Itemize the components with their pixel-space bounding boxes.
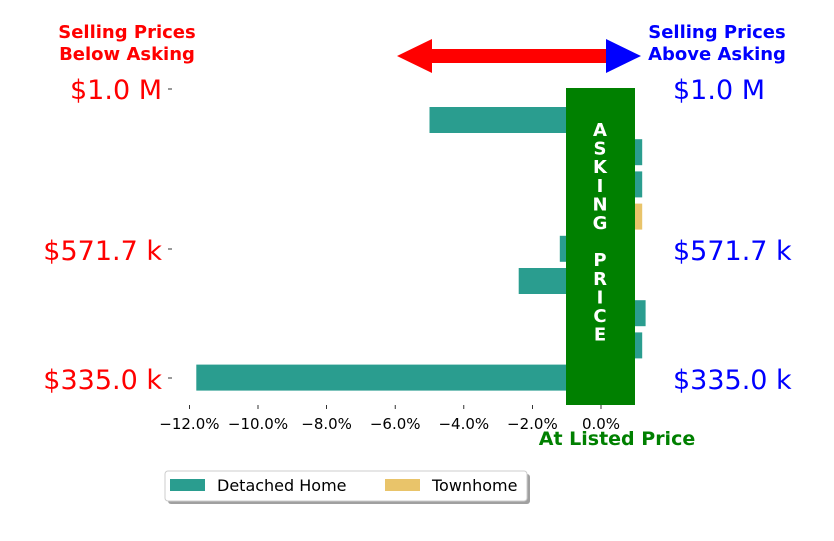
legend-swatch-townhome xyxy=(385,479,420,491)
header-below-line2: Below Asking xyxy=(59,44,195,65)
arrow-right-icon xyxy=(606,39,641,73)
asking-letter: I xyxy=(597,176,604,197)
x-tick-label: −4.0% xyxy=(438,415,489,433)
price-label-right-top: $1.0 M xyxy=(673,75,765,106)
asking-letter: G xyxy=(593,213,608,234)
asking-letter: S xyxy=(594,139,607,160)
asking-letter: K xyxy=(593,157,608,178)
arrow-shaft xyxy=(430,49,610,63)
price-label-right-mid: $571.7 k xyxy=(673,236,792,267)
x-tick-label: 0.0% xyxy=(582,415,620,433)
header-above-line2: Above Asking xyxy=(648,44,786,65)
price-label-left-bottom: $335.0 k xyxy=(43,365,162,396)
header-below-line1: Selling Prices xyxy=(58,22,195,43)
asking-letter: P xyxy=(593,250,606,271)
asking-letter: A xyxy=(593,120,607,141)
asking-letter: N xyxy=(592,194,607,215)
asking-letter: C xyxy=(593,306,606,327)
header-above-line1: Selling Prices xyxy=(648,22,785,43)
x-axis-label: At Listed Price xyxy=(539,428,695,450)
x-tick-label: −6.0% xyxy=(370,415,421,433)
asking-letter: R xyxy=(593,269,607,290)
legend: Detached Home Townhome xyxy=(164,470,530,504)
asking-letter: E xyxy=(594,325,606,346)
asking-price-band xyxy=(566,88,635,405)
legend-swatch-detached xyxy=(170,479,205,491)
bar-9 xyxy=(196,364,602,391)
x-tick-label: −8.0% xyxy=(301,415,352,433)
legend-label-townhome: Townhome xyxy=(431,476,517,495)
legend-label-detached: Detached Home xyxy=(217,476,347,495)
arrow-left-icon xyxy=(397,39,432,73)
x-tick-label: −10.0% xyxy=(228,415,288,433)
x-tick-label: −12.0% xyxy=(159,415,219,433)
x-axis: −12.0% −10.0% −8.0% −6.0% −4.0% −2.0% 0.0% xyxy=(159,405,620,433)
price-label-left-top: $1.0 M xyxy=(70,75,162,106)
price-label-left-mid: $571.7 k xyxy=(43,236,162,267)
legend-box xyxy=(164,470,528,502)
x-tick-label: −2.0% xyxy=(507,415,558,433)
asking-letter: I xyxy=(597,287,604,308)
price-label-right-bottom: $335.0 k xyxy=(673,365,792,396)
